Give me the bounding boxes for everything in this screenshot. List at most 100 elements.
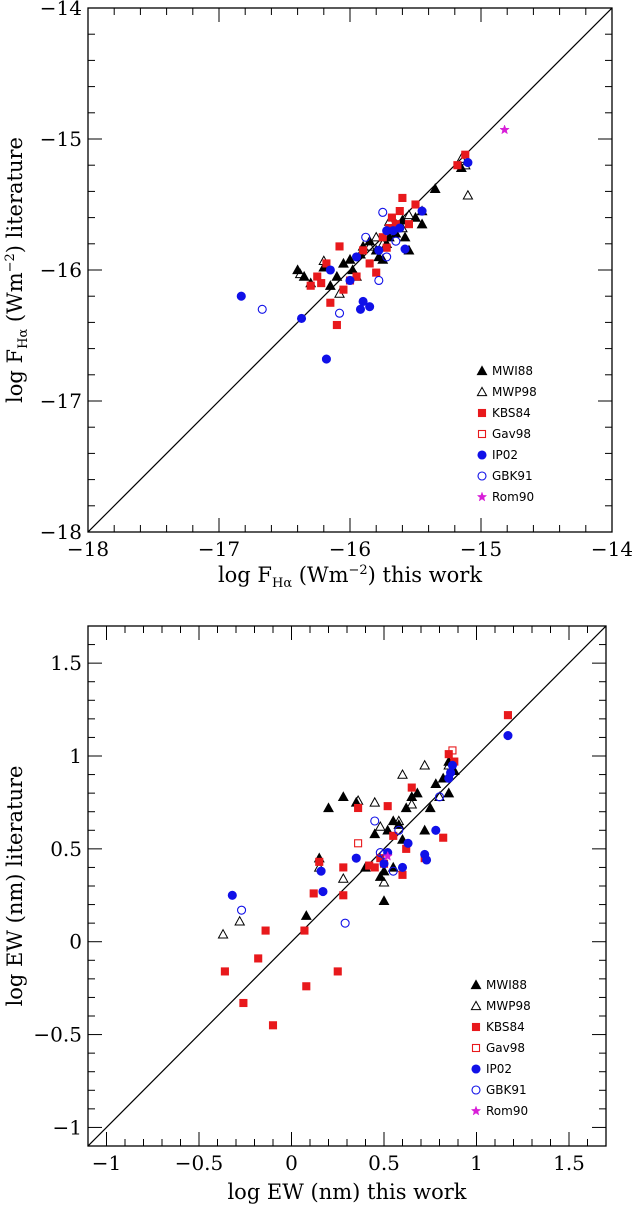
data-point: [361, 232, 371, 242]
data-point: [340, 918, 350, 928]
data-point: [323, 802, 334, 813]
data-point: [335, 242, 344, 251]
legend-label: Gav98: [486, 1041, 525, 1055]
legend-label: GBK91: [492, 469, 533, 483]
data-point: [446, 768, 456, 778]
data-point: [339, 863, 348, 872]
legend: MWI88 MWP98 KBS84 Gav98 IP02 GBK91 Rom90: [470, 978, 531, 1118]
legend-label: GBK91: [486, 1083, 527, 1097]
data-point: [217, 928, 229, 939]
data-point: [234, 915, 246, 926]
series-kbs84: [306, 150, 470, 330]
data-point: [365, 302, 375, 312]
legend-label: MWI88: [492, 364, 533, 378]
data-point: [398, 193, 407, 202]
y-tick-label: −14: [40, 0, 82, 20]
data-point: [236, 291, 246, 301]
data-point: [300, 926, 309, 935]
data-point: [309, 889, 318, 898]
data-point: [294, 268, 306, 279]
data-point: [391, 236, 401, 246]
data-point: [462, 189, 474, 200]
data-point: [374, 871, 386, 881]
data-point: [403, 838, 413, 848]
data-point: [333, 967, 342, 976]
legend-label: IP02: [486, 1062, 512, 1076]
legend-label: Gav98: [492, 427, 531, 441]
data-point: [345, 275, 355, 286]
data-point: [395, 223, 405, 233]
legend-label: KBS84: [492, 406, 531, 420]
data-point: [352, 272, 361, 281]
data-point: [382, 252, 392, 262]
data-point: [397, 768, 408, 779]
series-mwp98: [294, 153, 474, 298]
legend-marker: [477, 429, 487, 439]
data-point: [369, 796, 381, 807]
data-point: [351, 252, 362, 262]
x-tick-label: 1: [470, 1151, 483, 1175]
data-point: [387, 213, 396, 222]
legend-marker: [477, 408, 487, 418]
flux-comparison-panel: −18 −17 −16 −15 −14 −18 −17 −16 −15 −14 log FHα (W…: [3, 0, 632, 591]
data-point: [379, 859, 389, 869]
data-point: [315, 857, 324, 866]
legend-label: MWP98: [492, 385, 537, 399]
data-point: [364, 240, 376, 251]
data-point: [378, 233, 387, 242]
data-point: [227, 890, 237, 900]
data-point: [400, 244, 410, 254]
x-tick-label: 1.5: [553, 1151, 585, 1175]
data-point: [354, 803, 363, 813]
data-point: [503, 731, 513, 741]
series-ip02: [227, 731, 513, 900]
data-point: [448, 746, 457, 755]
data-point: [370, 816, 380, 826]
legend-marker: [477, 450, 487, 460]
data-point: [370, 863, 379, 872]
data-point: [268, 1021, 278, 1030]
data-point: [220, 967, 229, 976]
legend-label: Rom90: [486, 1104, 528, 1118]
data-point: [461, 150, 470, 159]
series-gav98: [354, 746, 457, 848]
data-point: [296, 313, 307, 324]
y-tick-label: 1.5: [50, 651, 82, 675]
x-tick-label: −1: [92, 1151, 121, 1175]
data-point: [374, 245, 384, 255]
x-tick-label: −0.5: [175, 1151, 224, 1175]
data-point: [453, 161, 462, 170]
x-tick-label: −14: [591, 537, 632, 561]
data-point: [344, 253, 356, 264]
legend-marker: [476, 491, 488, 502]
data-point: [300, 910, 312, 920]
data-point: [439, 833, 448, 842]
series-rom90: [499, 124, 510, 135]
x-tick-label: −17: [198, 537, 240, 561]
series-rom90: [382, 850, 393, 861]
data-point: [378, 876, 390, 887]
y-tick-label: −15: [40, 127, 82, 151]
data-point: [411, 787, 423, 798]
data-point: [254, 954, 263, 963]
legend-marker: [471, 1043, 481, 1053]
data-point: [369, 828, 381, 839]
data-point: [443, 787, 455, 798]
data-point: [419, 824, 431, 835]
data-point: [416, 218, 428, 229]
series-gbk91: [237, 792, 445, 928]
data-point: [424, 802, 436, 813]
data-point: [257, 304, 267, 314]
y-tick-label: −18: [40, 520, 82, 544]
series-gbk91: [257, 207, 401, 318]
data-point: [321, 354, 331, 364]
data-point: [372, 268, 381, 277]
data-point: [326, 298, 335, 307]
data-point: [365, 259, 374, 268]
data-point: [399, 231, 411, 242]
x-axis-label: log FHα (Wm−2) this work: [218, 563, 482, 591]
x-axis-label: log EW (nm) this work: [227, 1180, 466, 1204]
data-point: [324, 280, 336, 290]
x-tick-label: −18: [67, 537, 109, 561]
data-point: [374, 820, 386, 831]
